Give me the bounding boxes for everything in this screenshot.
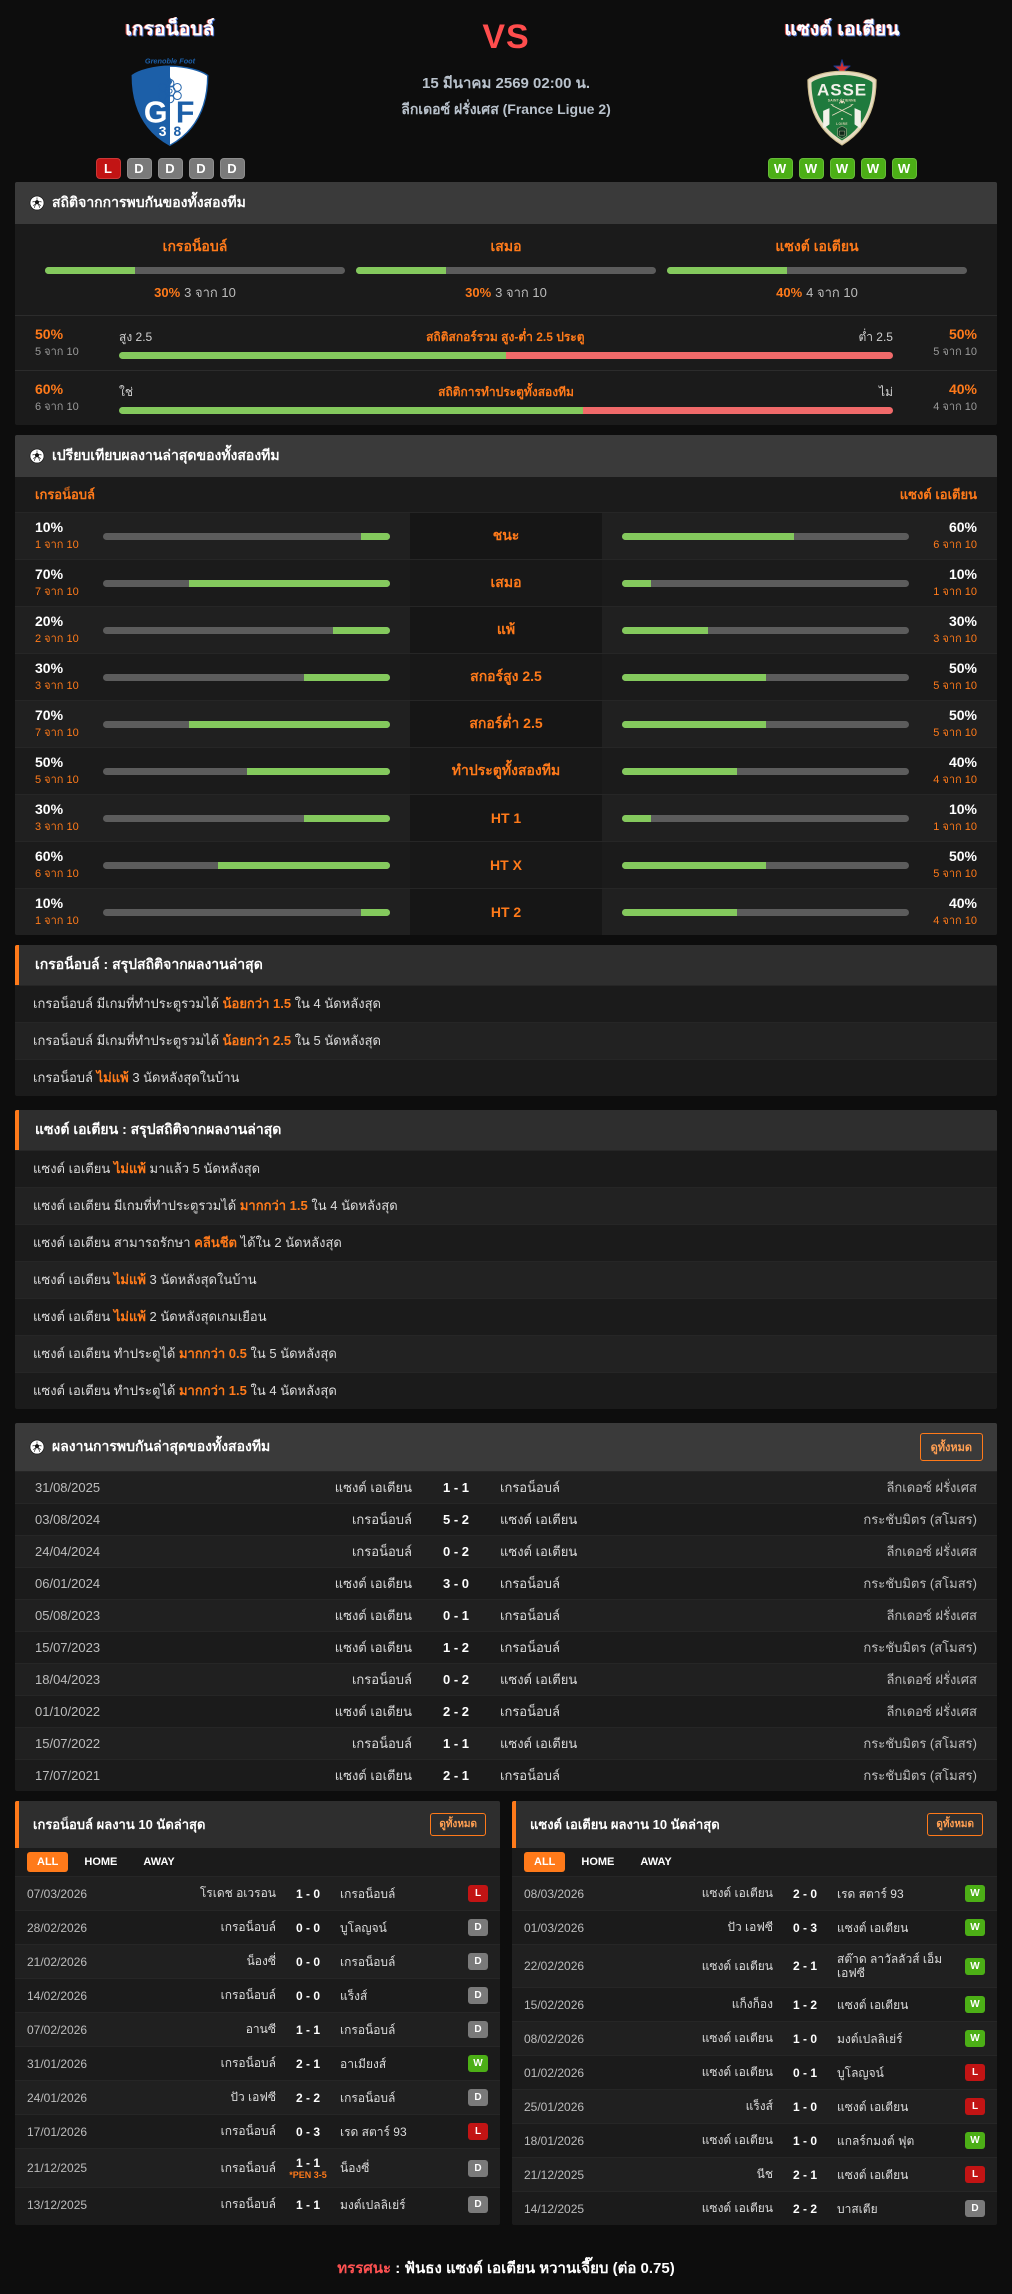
svg-text:3: 3	[159, 124, 167, 139]
svg-text:ASSE: ASSE	[817, 81, 867, 100]
svg-text:8: 8	[174, 124, 182, 139]
svg-text:Grenoble Foot: Grenoble Foot	[145, 57, 196, 65]
svg-text:LOIRE: LOIRE	[836, 122, 848, 126]
